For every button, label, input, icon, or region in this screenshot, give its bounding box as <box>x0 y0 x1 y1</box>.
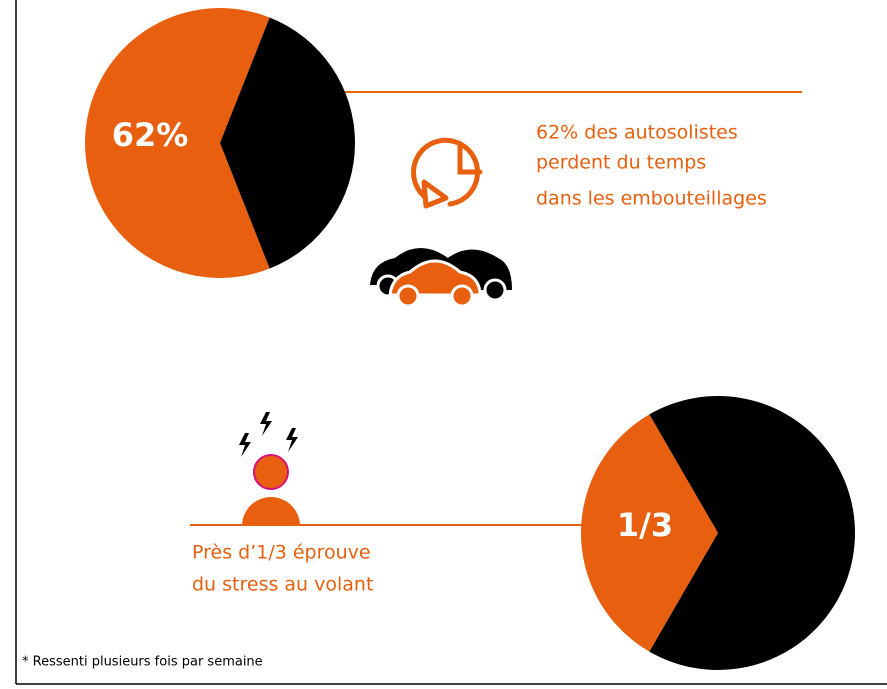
footnote: * Ressenti plusieurs fois par semaine <box>22 655 263 670</box>
pie-slice <box>649 395 856 670</box>
pies: 62% 1/3 <box>85 7 856 670</box>
clock-icon <box>411 137 483 209</box>
caption: du stress au volant <box>192 574 373 596</box>
stress-icon <box>239 412 300 526</box>
caption: dans les embouteillages <box>536 188 767 210</box>
caption: perdent du temps <box>536 152 706 174</box>
pie-slice <box>581 414 718 652</box>
caption: Près d’1/3 éprouve <box>192 542 371 564</box>
slice-label: 62% <box>112 116 189 154</box>
slice-label: 1/3 <box>617 506 673 544</box>
caption: 62% des autosolistes <box>536 122 738 144</box>
cars-icon <box>370 248 512 308</box>
pie-slice <box>85 7 270 279</box>
pie-slice <box>220 17 355 269</box>
